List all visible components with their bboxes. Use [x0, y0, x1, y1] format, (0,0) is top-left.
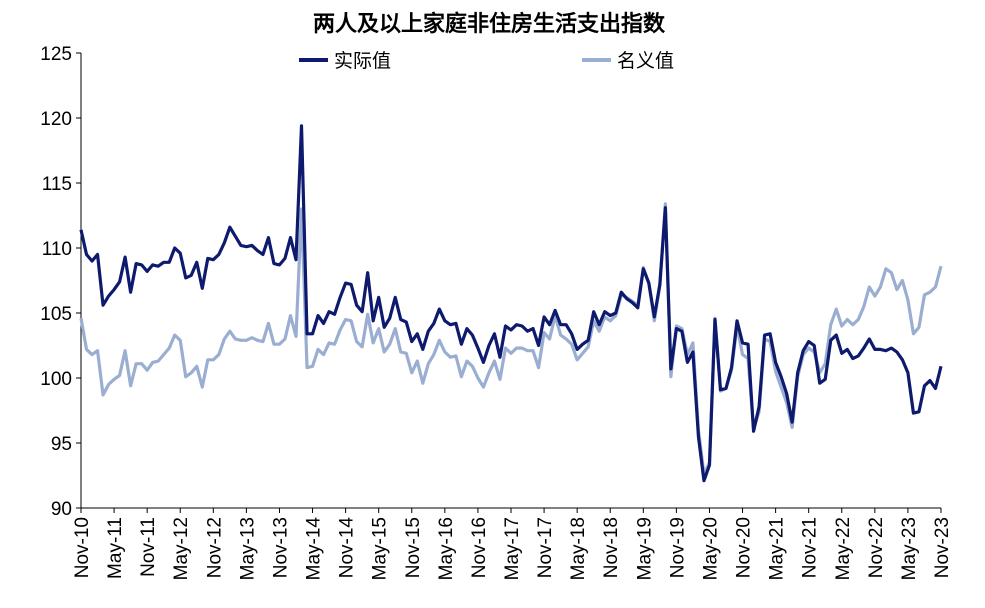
legend: 实际值 名义值 — [299, 50, 674, 72]
y-tick-label: 100 — [40, 369, 72, 390]
y-tick-label: 110 — [42, 239, 72, 260]
x-tick-label: May-17 — [502, 517, 523, 580]
y-axis: 90 95 100 105 110 115 120 125 — [40, 44, 82, 520]
x-tick-label: Nov-18 — [601, 517, 622, 578]
y-tick-label: 90 — [51, 499, 72, 520]
plot-area — [79, 124, 943, 483]
series-line-nominal — [79, 202, 943, 476]
x-tick-label: Nov-21 — [800, 517, 821, 578]
x-tick-label: May-21 — [767, 517, 788, 580]
x-tick-label: Nov-22 — [866, 517, 887, 578]
x-tick-label: Nov-19 — [667, 517, 688, 578]
x-tick-label: Nov-11 — [138, 517, 159, 577]
x-tick-label: Nov-15 — [403, 517, 424, 578]
x-tick-label: Nov-14 — [337, 517, 358, 579]
x-tick-label: Nov-12 — [204, 517, 225, 578]
x-tick-label: May-19 — [634, 517, 655, 580]
x-tick-label: Nov-23 — [932, 517, 953, 578]
x-tick-label: May-15 — [370, 517, 391, 580]
series-line-real — [79, 124, 943, 483]
legend-label-real: 实际值 — [334, 50, 391, 72]
y-tick-label: 105 — [40, 304, 72, 325]
y-tick-label: 95 — [51, 434, 72, 455]
y-tick-label: 125 — [40, 44, 72, 65]
x-tick-label: Nov-13 — [270, 517, 291, 578]
x-tick-label: May-11 — [105, 517, 126, 579]
x-tick-label: May-22 — [833, 517, 854, 580]
x-tick-label: May-12 — [171, 517, 192, 580]
x-tick-label: May-18 — [568, 517, 589, 580]
x-axis: Nov-10 May-11 Nov-11 May-12 Nov-12 May-13 Nov-… — [72, 507, 953, 581]
x-tick-label: May-23 — [899, 517, 920, 580]
x-tick-label: Nov-10 — [72, 517, 93, 578]
x-tick-label: Nov-17 — [535, 517, 556, 578]
legend-label-nominal: 名义值 — [617, 50, 674, 72]
y-tick-label: 115 — [42, 174, 72, 195]
x-tick-label: May-14 — [304, 517, 325, 581]
x-tick-label: Nov-16 — [469, 517, 490, 578]
x-tick-label: Nov-20 — [734, 517, 755, 578]
x-tick-label: May-13 — [237, 517, 258, 580]
x-tick-label: May-20 — [700, 517, 721, 580]
chart-title: 两人及以上家庭非住房生活支出指数 — [313, 11, 666, 37]
x-tick-label: May-16 — [436, 517, 457, 580]
y-tick-label: 120 — [40, 109, 72, 130]
